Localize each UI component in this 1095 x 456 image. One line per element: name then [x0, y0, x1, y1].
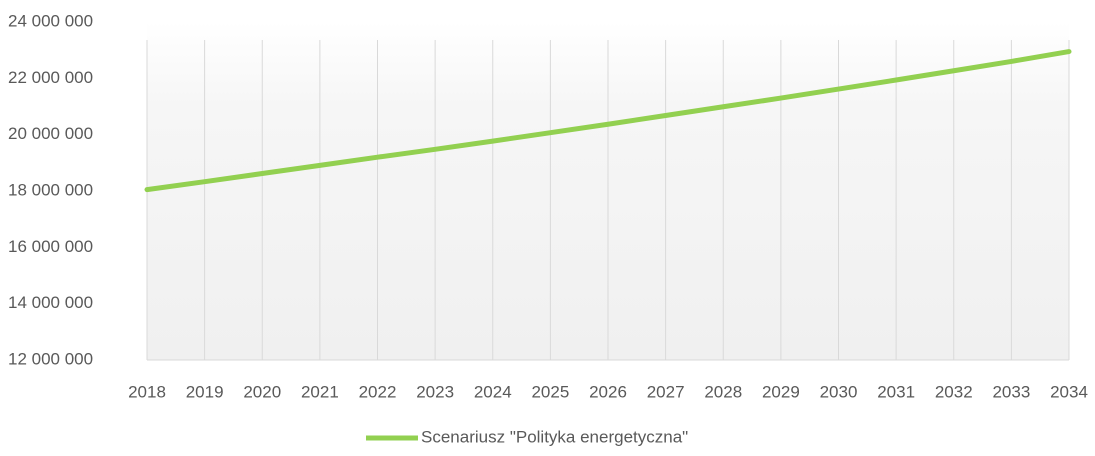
x-tick-label: 2019 — [186, 382, 224, 401]
y-tick-label: 20 000 000 — [8, 124, 93, 143]
series-line — [144, 49, 1072, 193]
x-tick-label: 2030 — [820, 382, 858, 401]
x-tick-label: 2023 — [416, 382, 454, 401]
y-tick-label: 12 000 000 — [8, 349, 93, 368]
x-tick-label: 2022 — [359, 382, 397, 401]
y-tick-label: 16 000 000 — [8, 237, 93, 256]
x-tick-label: 2028 — [704, 382, 742, 401]
y-tick-label: 14 000 000 — [8, 293, 93, 312]
x-tick-label: 2033 — [992, 382, 1030, 401]
x-tick-label: 2029 — [762, 382, 800, 401]
y-tick-label: 22 000 000 — [8, 68, 93, 87]
x-tick-label: 2025 — [531, 382, 569, 401]
y-tick-label: 24 000 000 — [8, 11, 93, 30]
x-tick-label: 2021 — [301, 382, 339, 401]
x-tick-label: 2027 — [647, 382, 685, 401]
x-tick-label: 2034 — [1050, 382, 1088, 401]
x-tick-label: 2018 — [128, 382, 166, 401]
x-tick-label: 2031 — [877, 382, 915, 401]
x-tick-label: 2020 — [243, 382, 281, 401]
x-tick-label: 2026 — [589, 382, 627, 401]
y-tick-label: 18 000 000 — [8, 180, 93, 199]
x-tick-label: 2024 — [474, 382, 512, 401]
x-tick-label: 2032 — [935, 382, 973, 401]
legend-label: Scenariusz "Polityka energetyczna" — [421, 427, 688, 446]
